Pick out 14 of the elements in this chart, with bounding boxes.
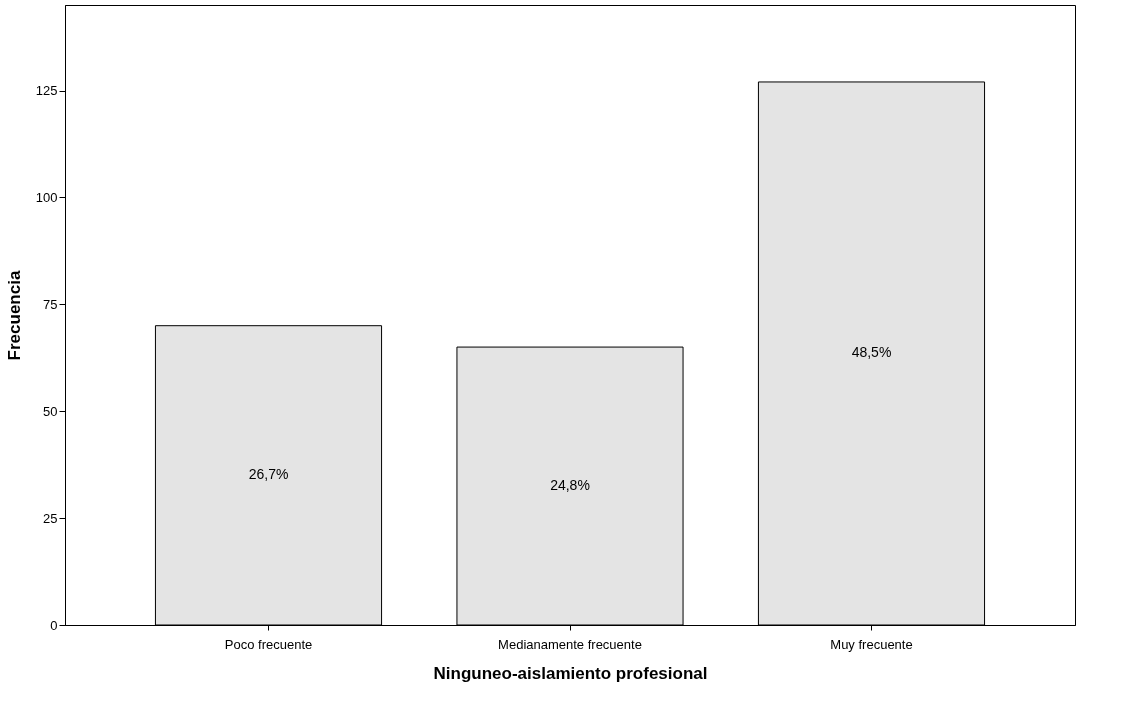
x-tick-label: Poco frecuente [224, 636, 313, 652]
x-tick-label: Muy frecuente [830, 636, 913, 652]
y-tick-label: 25 [43, 510, 58, 526]
y-tick-label: 75 [43, 296, 58, 312]
y-tick-label: 0 [50, 617, 58, 633]
y-axis-title: Frecuencia [4, 270, 24, 361]
y-tick-label: 125 [35, 83, 58, 99]
x-tick-label: Medianamente frecuente [498, 636, 642, 652]
annotation: 24,8% [550, 477, 590, 494]
annotation: 26,7% [248, 466, 289, 483]
x-axis-title: Ninguneo-aislamiento profesional [433, 663, 708, 683]
annotation: 48,5% [851, 344, 892, 361]
y-tick-label: 100 [35, 189, 58, 205]
y-tick-label: 50 [43, 403, 58, 419]
